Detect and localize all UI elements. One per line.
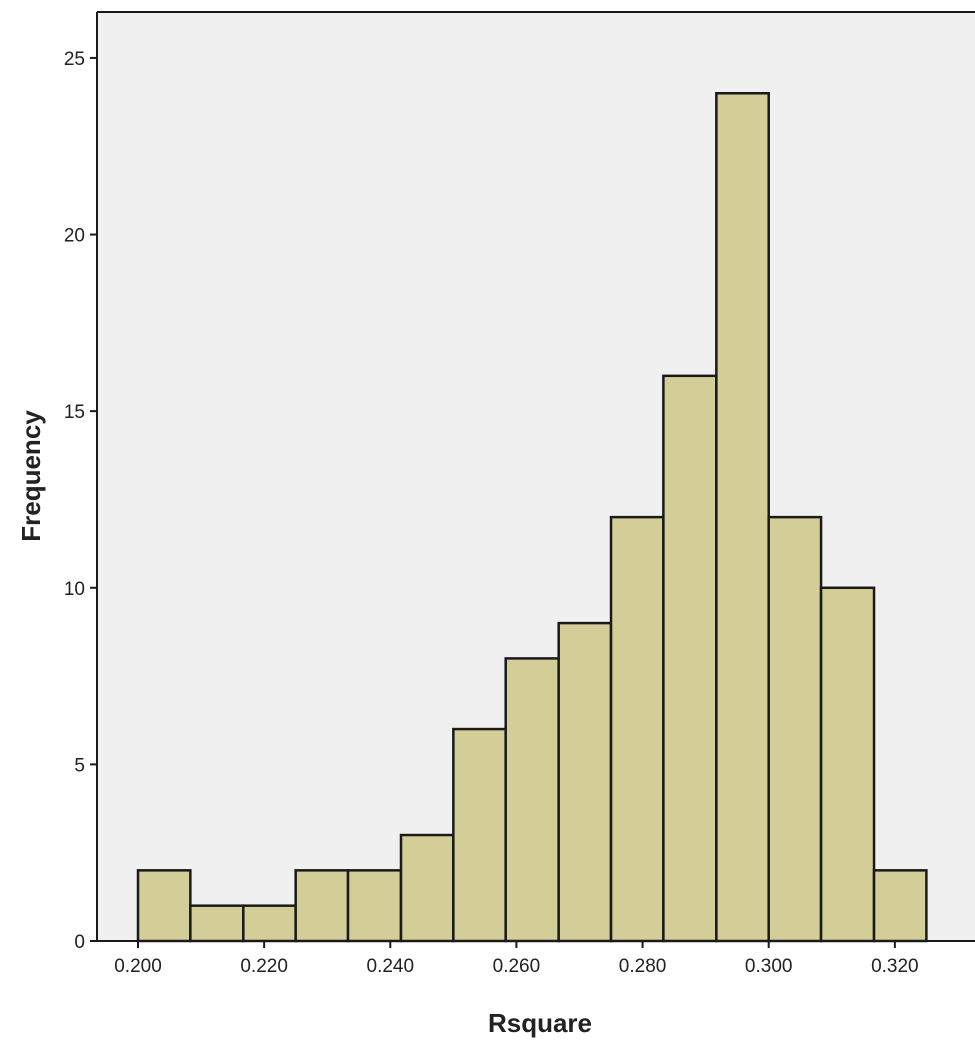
x-axis-title: Rsquare (488, 1008, 592, 1038)
x-tick-label: 0.200 (114, 956, 162, 977)
x-axis-ticks: 0.200 0.220 0.240 0.260 0.280 0.300 0.320 (114, 941, 919, 977)
x-tick-label: 0.320 (871, 956, 919, 977)
histogram-bar (346, 869, 403, 943)
y-axis-ticks: 0 5 10 15 20 25 (64, 49, 97, 953)
y-tick-label: 15 (64, 402, 85, 423)
x-tick-label: 0.220 (240, 956, 288, 977)
x-tick-label: 0.260 (493, 956, 541, 977)
histogram-bar (715, 91, 770, 943)
histogram-bar (662, 374, 718, 943)
histogram-bar (819, 586, 876, 943)
histogram-bar (872, 869, 928, 943)
x-tick-label: 0.300 (745, 956, 793, 977)
histogram-bar (504, 657, 560, 943)
histogram-bar (189, 904, 245, 943)
axes (96, 11, 975, 942)
y-tick-label: 10 (64, 579, 85, 600)
histogram-bars (136, 91, 928, 943)
x-tick-label: 0.280 (619, 956, 667, 977)
y-tick-label: 25 (64, 49, 85, 70)
y-tick-label: 20 (64, 226, 85, 247)
histogram-bar (452, 727, 507, 943)
y-axis-title: Frequency (16, 410, 46, 542)
y-tick-label: 5 (74, 755, 85, 776)
histogram-bar (136, 869, 192, 943)
histogram-bar (242, 904, 297, 943)
histogram-bar (294, 869, 350, 943)
histogram-bar (399, 833, 455, 943)
histogram-bar (767, 515, 823, 943)
histogram-bar (609, 515, 665, 943)
y-tick-label: 0 (74, 932, 85, 953)
histogram-bar (557, 621, 613, 943)
x-tick-label: 0.240 (367, 956, 415, 977)
